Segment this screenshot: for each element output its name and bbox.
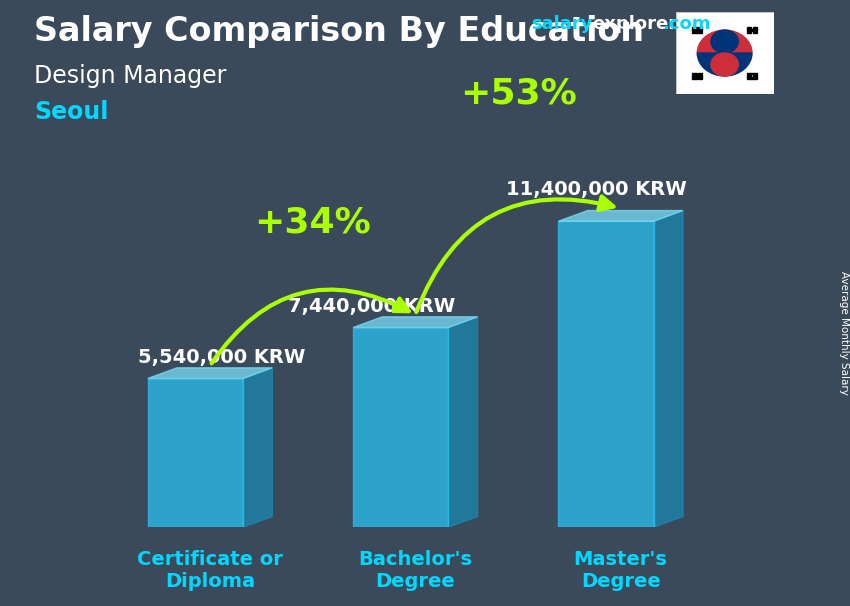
- Polygon shape: [353, 317, 478, 328]
- Bar: [747, 27, 751, 28]
- Circle shape: [711, 53, 739, 76]
- Polygon shape: [558, 221, 654, 527]
- Text: Master's
Degree: Master's Degree: [574, 550, 667, 591]
- Polygon shape: [448, 317, 478, 527]
- Wedge shape: [697, 30, 752, 53]
- Bar: [698, 73, 702, 75]
- Bar: [752, 27, 756, 28]
- Bar: [693, 73, 697, 75]
- Polygon shape: [148, 368, 272, 379]
- Text: .com: .com: [662, 15, 711, 33]
- Text: +34%: +34%: [254, 205, 371, 239]
- Text: Bachelor's
Degree: Bachelor's Degree: [359, 550, 473, 591]
- Text: 7,440,000 KRW: 7,440,000 KRW: [288, 298, 456, 316]
- Bar: [693, 32, 702, 33]
- Text: salary: salary: [531, 15, 592, 33]
- Polygon shape: [676, 12, 774, 94]
- Bar: [693, 29, 702, 31]
- Polygon shape: [148, 379, 243, 527]
- Bar: [747, 78, 756, 79]
- Text: explorer: explorer: [592, 15, 677, 33]
- Bar: [747, 29, 756, 31]
- Text: Seoul: Seoul: [34, 100, 109, 124]
- Text: Design Manager: Design Manager: [34, 64, 226, 88]
- Polygon shape: [654, 210, 683, 527]
- Text: Certificate or
Diploma: Certificate or Diploma: [137, 550, 283, 591]
- Polygon shape: [353, 328, 448, 527]
- Bar: [693, 75, 697, 77]
- Circle shape: [711, 30, 739, 53]
- Bar: [747, 73, 756, 75]
- Bar: [693, 78, 697, 79]
- Text: Average Monthly Salary: Average Monthly Salary: [839, 271, 849, 395]
- Bar: [698, 78, 702, 79]
- Bar: [752, 75, 756, 77]
- Bar: [747, 75, 751, 77]
- Text: +53%: +53%: [460, 77, 576, 111]
- Text: Salary Comparison By Education: Salary Comparison By Education: [34, 15, 644, 48]
- Bar: [752, 32, 756, 33]
- Text: 11,400,000 KRW: 11,400,000 KRW: [506, 180, 687, 199]
- Bar: [693, 27, 702, 28]
- Bar: [747, 32, 751, 33]
- Wedge shape: [697, 53, 752, 76]
- Bar: [698, 75, 702, 77]
- Polygon shape: [243, 368, 272, 527]
- Text: 5,540,000 KRW: 5,540,000 KRW: [139, 348, 305, 367]
- Polygon shape: [558, 210, 683, 221]
